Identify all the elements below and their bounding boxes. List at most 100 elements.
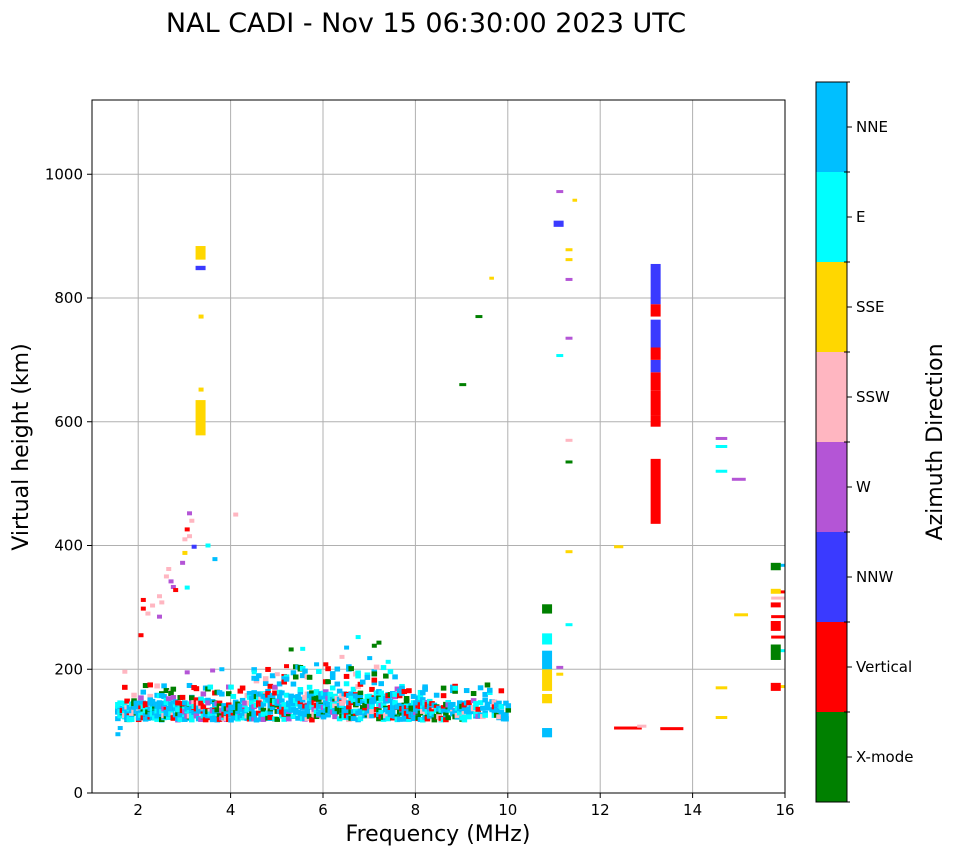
echo-point	[251, 667, 257, 673]
echo-point	[420, 690, 426, 696]
echo-point	[466, 714, 472, 720]
echo-point	[376, 640, 382, 645]
echo-point	[117, 713, 123, 719]
echo-point	[267, 714, 274, 720]
echo-point	[168, 706, 174, 712]
echo-point	[477, 700, 484, 706]
x-tick-label: 10	[498, 801, 517, 819]
echo-trace	[572, 198, 578, 202]
echo-point	[350, 686, 357, 692]
echo-point	[433, 692, 440, 698]
echo-point	[429, 707, 435, 713]
echo-point	[262, 676, 269, 682]
echo-point	[378, 681, 384, 687]
colorbar-label: X-mode	[856, 748, 913, 766]
echo-point	[242, 700, 248, 706]
echo-point	[170, 686, 177, 692]
echo-point	[158, 709, 165, 715]
echo-point	[198, 708, 204, 714]
echo-point	[260, 701, 267, 707]
echo-point	[431, 717, 438, 723]
echo-point	[193, 697, 200, 703]
colorbar-segment-sse	[816, 262, 847, 352]
echo-point	[371, 677, 378, 683]
echo-point	[154, 683, 160, 689]
echo-point	[272, 684, 278, 690]
colorbar: X-mode Vertical NNW W SSW SSE E NNE	[815, 81, 913, 803]
echo-point	[279, 709, 285, 715]
echo-point	[306, 684, 313, 690]
echo-point	[189, 717, 195, 723]
echo-point	[281, 716, 287, 722]
echo-point	[378, 709, 384, 715]
echo-column	[650, 415, 661, 427]
echo-point	[364, 674, 371, 680]
echo-column	[770, 644, 781, 660]
echo-point	[184, 670, 190, 675]
echo-point	[156, 594, 162, 599]
echo-point	[498, 709, 505, 715]
echo-point	[216, 700, 223, 706]
echo-trace	[715, 716, 728, 720]
echo-point	[367, 656, 373, 661]
echo-column	[650, 390, 661, 416]
echo-point	[350, 697, 357, 703]
echo-trace	[565, 460, 573, 464]
echo-point	[256, 673, 262, 679]
echo-point	[168, 690, 174, 696]
echo-point	[493, 707, 500, 713]
echo-point	[353, 693, 359, 699]
y-tick-label: 400	[54, 537, 83, 555]
echo-point	[299, 697, 306, 703]
echo-point	[443, 712, 449, 718]
echo-trace	[614, 726, 642, 730]
echo-point	[369, 686, 375, 692]
echo-point	[170, 695, 177, 701]
echo-point	[323, 692, 329, 698]
colorbar-segment-e	[816, 172, 847, 262]
echo-trace	[731, 477, 746, 481]
echo-point	[122, 684, 128, 690]
echo-point	[200, 704, 207, 710]
echo-point	[320, 714, 327, 720]
echo-point	[470, 698, 477, 704]
echo-point	[184, 527, 190, 532]
echo-trace	[565, 248, 573, 252]
echo-point	[343, 673, 350, 679]
echo-trace	[459, 383, 467, 387]
echo-point	[392, 691, 398, 697]
echo-point	[491, 699, 498, 705]
echo-point	[385, 716, 391, 722]
echo-trace	[565, 550, 573, 554]
echo-point	[452, 708, 458, 714]
echo-point	[274, 672, 280, 677]
echo-trace	[660, 727, 684, 731]
echo-point	[378, 690, 384, 696]
plot-data	[115, 190, 785, 738]
echo-point	[161, 683, 167, 689]
y-tick-label: 1000	[45, 165, 83, 183]
echo-point	[366, 693, 373, 699]
echo-point	[251, 712, 257, 718]
echo-trace	[475, 315, 483, 319]
echo-point	[329, 674, 336, 680]
colorbar-label: NNE	[856, 118, 888, 136]
echo-point	[306, 674, 313, 680]
echo-point	[225, 691, 232, 697]
echo-point	[205, 700, 211, 706]
echo-point	[228, 684, 234, 690]
echo-point	[401, 689, 408, 695]
echo-point	[313, 690, 320, 696]
echo-point	[299, 665, 306, 671]
echo-point	[306, 698, 313, 704]
echo-point	[332, 710, 338, 716]
echo-column	[770, 682, 781, 691]
y-tick-label: 600	[54, 413, 83, 431]
echo-point	[239, 685, 246, 691]
echo-point	[341, 698, 348, 704]
echo-trace	[556, 354, 564, 358]
echo-point	[230, 693, 237, 699]
echo-point	[253, 676, 260, 682]
echo-point	[484, 682, 491, 688]
echo-point	[406, 688, 412, 694]
